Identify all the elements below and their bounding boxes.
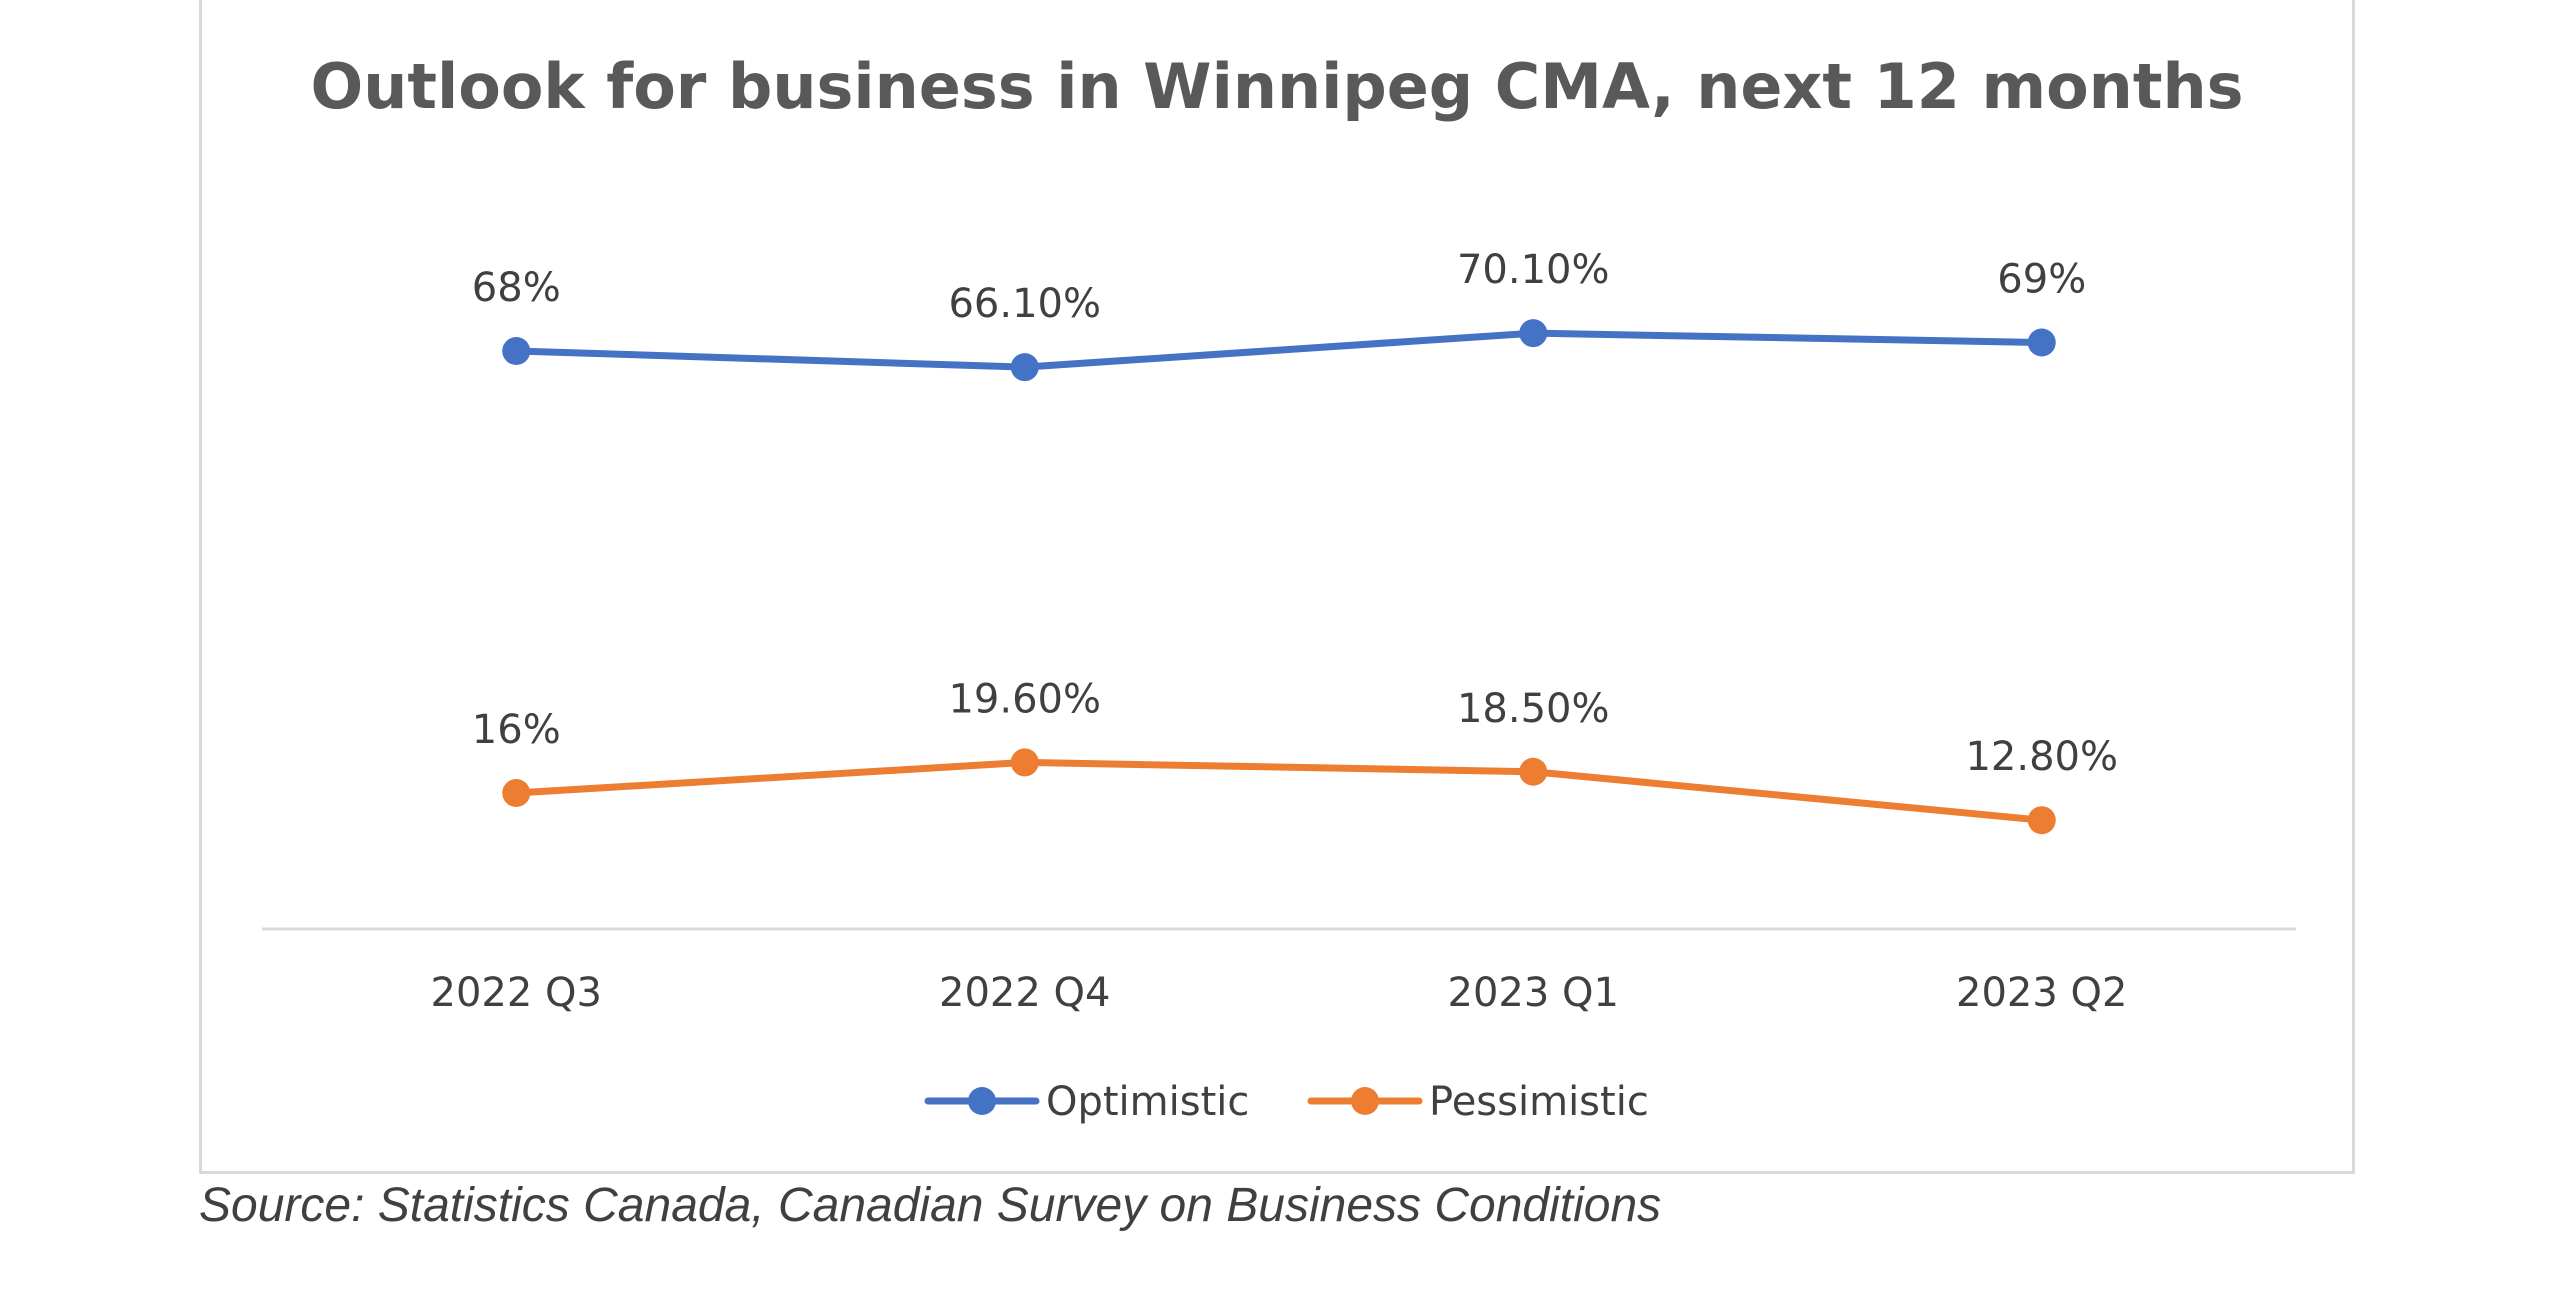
data-label-pessimistic: 12.80% (1965, 734, 2118, 780)
data-point-pessimistic (502, 779, 531, 807)
data-point-optimistic (1010, 353, 1039, 382)
x-tick-label: 2022 Q4 (939, 970, 1110, 1016)
data-point-optimistic (502, 337, 531, 365)
legend-label-optimistic: Optimistic (1046, 1079, 1249, 1125)
x-tick-label: 2023 Q2 (1956, 970, 2127, 1016)
legend-marker-pessimistic (1351, 1087, 1379, 1115)
chart-title: Outlook for business in Winnipeg CMA, ne… (310, 50, 2244, 123)
data-label-pessimistic: 18.50% (1457, 686, 1610, 732)
data-point-optimistic (1519, 319, 1548, 348)
data-label-optimistic: 69% (1997, 257, 2086, 303)
legend-marker-optimistic (968, 1087, 996, 1115)
data-label-optimistic: 70.10% (1457, 247, 1610, 293)
data-label-optimistic: 68% (472, 265, 561, 311)
data-label-pessimistic: 19.60% (948, 676, 1101, 722)
data-point-pessimistic (2027, 806, 2056, 835)
series-line-pessimistic (512, 758, 2046, 824)
x-tick-label: 2023 Q1 (1448, 970, 1619, 1016)
x-tick-label: 2022 Q3 (431, 970, 602, 1016)
source-note: Source: Statistics Canada, Canadian Surv… (199, 1179, 1662, 1232)
legend-label-pessimistic: Pessimistic (1429, 1079, 1649, 1125)
data-point-pessimistic (1519, 757, 1548, 786)
data-label-pessimistic: 16% (472, 707, 561, 753)
data-label-optimistic: 66.10% (948, 281, 1101, 327)
series-line-optimistic (512, 329, 2046, 371)
data-point-pessimistic (1010, 748, 1039, 777)
data-point-optimistic (2027, 328, 2056, 357)
chart-frame (199, 0, 2355, 1174)
